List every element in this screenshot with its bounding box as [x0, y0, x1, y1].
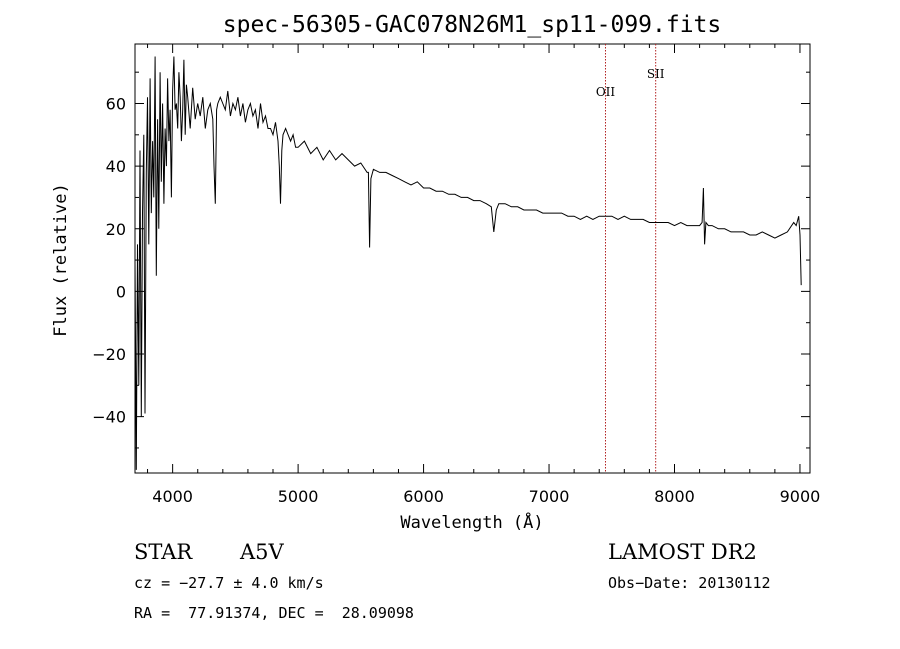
x-tick-label: 9000	[780, 487, 821, 506]
x-tick-label: 5000	[278, 487, 319, 506]
y-tick-label: 40	[106, 157, 126, 176]
y-tick-label: −20	[92, 345, 126, 364]
survey-name: LAMOST DR2	[608, 540, 757, 564]
coordinates: RA = 77.91374, DEC = 28.09098	[134, 604, 414, 622]
x-tick-label: 8000	[654, 487, 695, 506]
spectrum-line	[134, 56, 802, 470]
spectral-subclass: A5V	[240, 540, 284, 564]
line-label-oii: OII	[596, 85, 616, 99]
y-tick-label: −40	[92, 408, 126, 427]
x-tick-label: 4000	[152, 487, 193, 506]
y-tick-label: 0	[116, 282, 126, 301]
observation-date: Obs−Date: 20130112	[608, 574, 771, 592]
y-tick-label: 20	[106, 220, 126, 239]
x-axis-label: Wavelength (Å)	[400, 511, 543, 533]
x-tick-label: 7000	[529, 487, 570, 506]
object-class: STAR	[134, 540, 193, 564]
redshift-velocity: cz = −27.7 ± 4.0 km/s	[134, 574, 324, 592]
x-tick-label: 6000	[403, 487, 444, 506]
chart-title: spec-56305-GAC078N26M1_sp11-099.fits	[223, 12, 722, 38]
y-axis-label: Flux (relative)	[51, 183, 71, 337]
axis-ticks: 4000 5000 6000 7000 8000 9000 60 40 20 0 −20 −40	[92, 44, 820, 506]
spectrum-chart: spec-56305-GAC078N26M1_sp11-099.fits Wav…	[51, 12, 820, 533]
spectral-line-markers: OII SII	[596, 44, 665, 473]
plot-frame	[134, 43, 811, 474]
y-tick-label: 60	[106, 94, 126, 113]
line-label-sii: SII	[647, 67, 665, 81]
